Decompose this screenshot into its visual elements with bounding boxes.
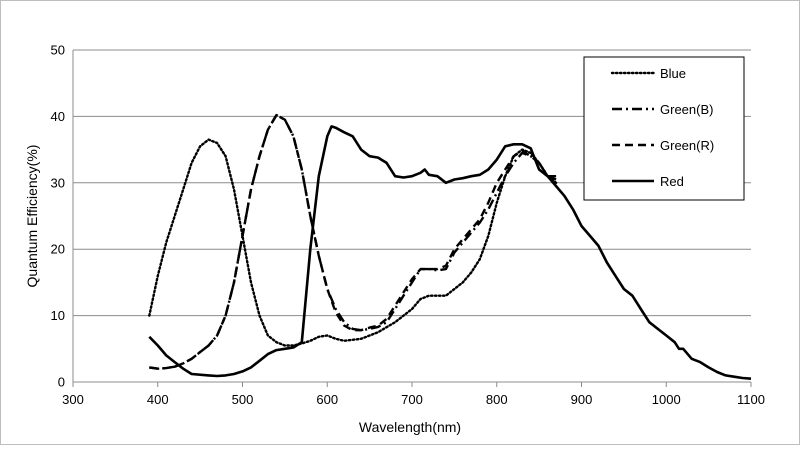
x-tick-label: 700 [401, 392, 423, 407]
y-tick-labels: 0 10 20 30 40 50 [51, 43, 65, 390]
x-tick-label: 500 [232, 392, 254, 407]
y-tick-label: 20 [51, 242, 65, 257]
y-tick-label: 10 [51, 308, 65, 323]
y-tick-label: 30 [51, 175, 65, 190]
series-line-red [148, 125, 752, 380]
legend-label: Red [660, 174, 684, 189]
series-line-green-r [149, 113, 557, 370]
series-lines [148, 113, 752, 380]
series-line-green-b [149, 113, 557, 370]
x-tick-label: 800 [486, 392, 508, 407]
x-tick-label: 1000 [652, 392, 681, 407]
axes [72, 50, 752, 387]
legend-label: Green(R) [660, 138, 714, 153]
series-line-blue [148, 138, 558, 347]
y-tick-label: 40 [51, 109, 65, 124]
x-tick-label: 600 [316, 392, 338, 407]
legend-label: Green(B) [660, 102, 713, 117]
x-axis-label: Wavelength(nm) [359, 419, 461, 435]
y-tick-label: 50 [51, 43, 65, 58]
x-tick-labels: 300 400 500 600 700 800 900 1000 1100 [62, 392, 765, 407]
y-axis-label: Quantum Efficiency(%) [24, 145, 40, 288]
x-tick-label: 300 [62, 392, 84, 407]
legend: Blue Green(B) Green(R) Red [583, 56, 745, 201]
y-tick-label: 0 [58, 375, 65, 390]
x-tick-label: 1100 [737, 392, 765, 407]
legend-box [583, 56, 745, 201]
x-tick-label: 400 [147, 392, 169, 407]
legend-label: Blue [660, 66, 686, 81]
x-tick-label: 900 [571, 392, 593, 407]
